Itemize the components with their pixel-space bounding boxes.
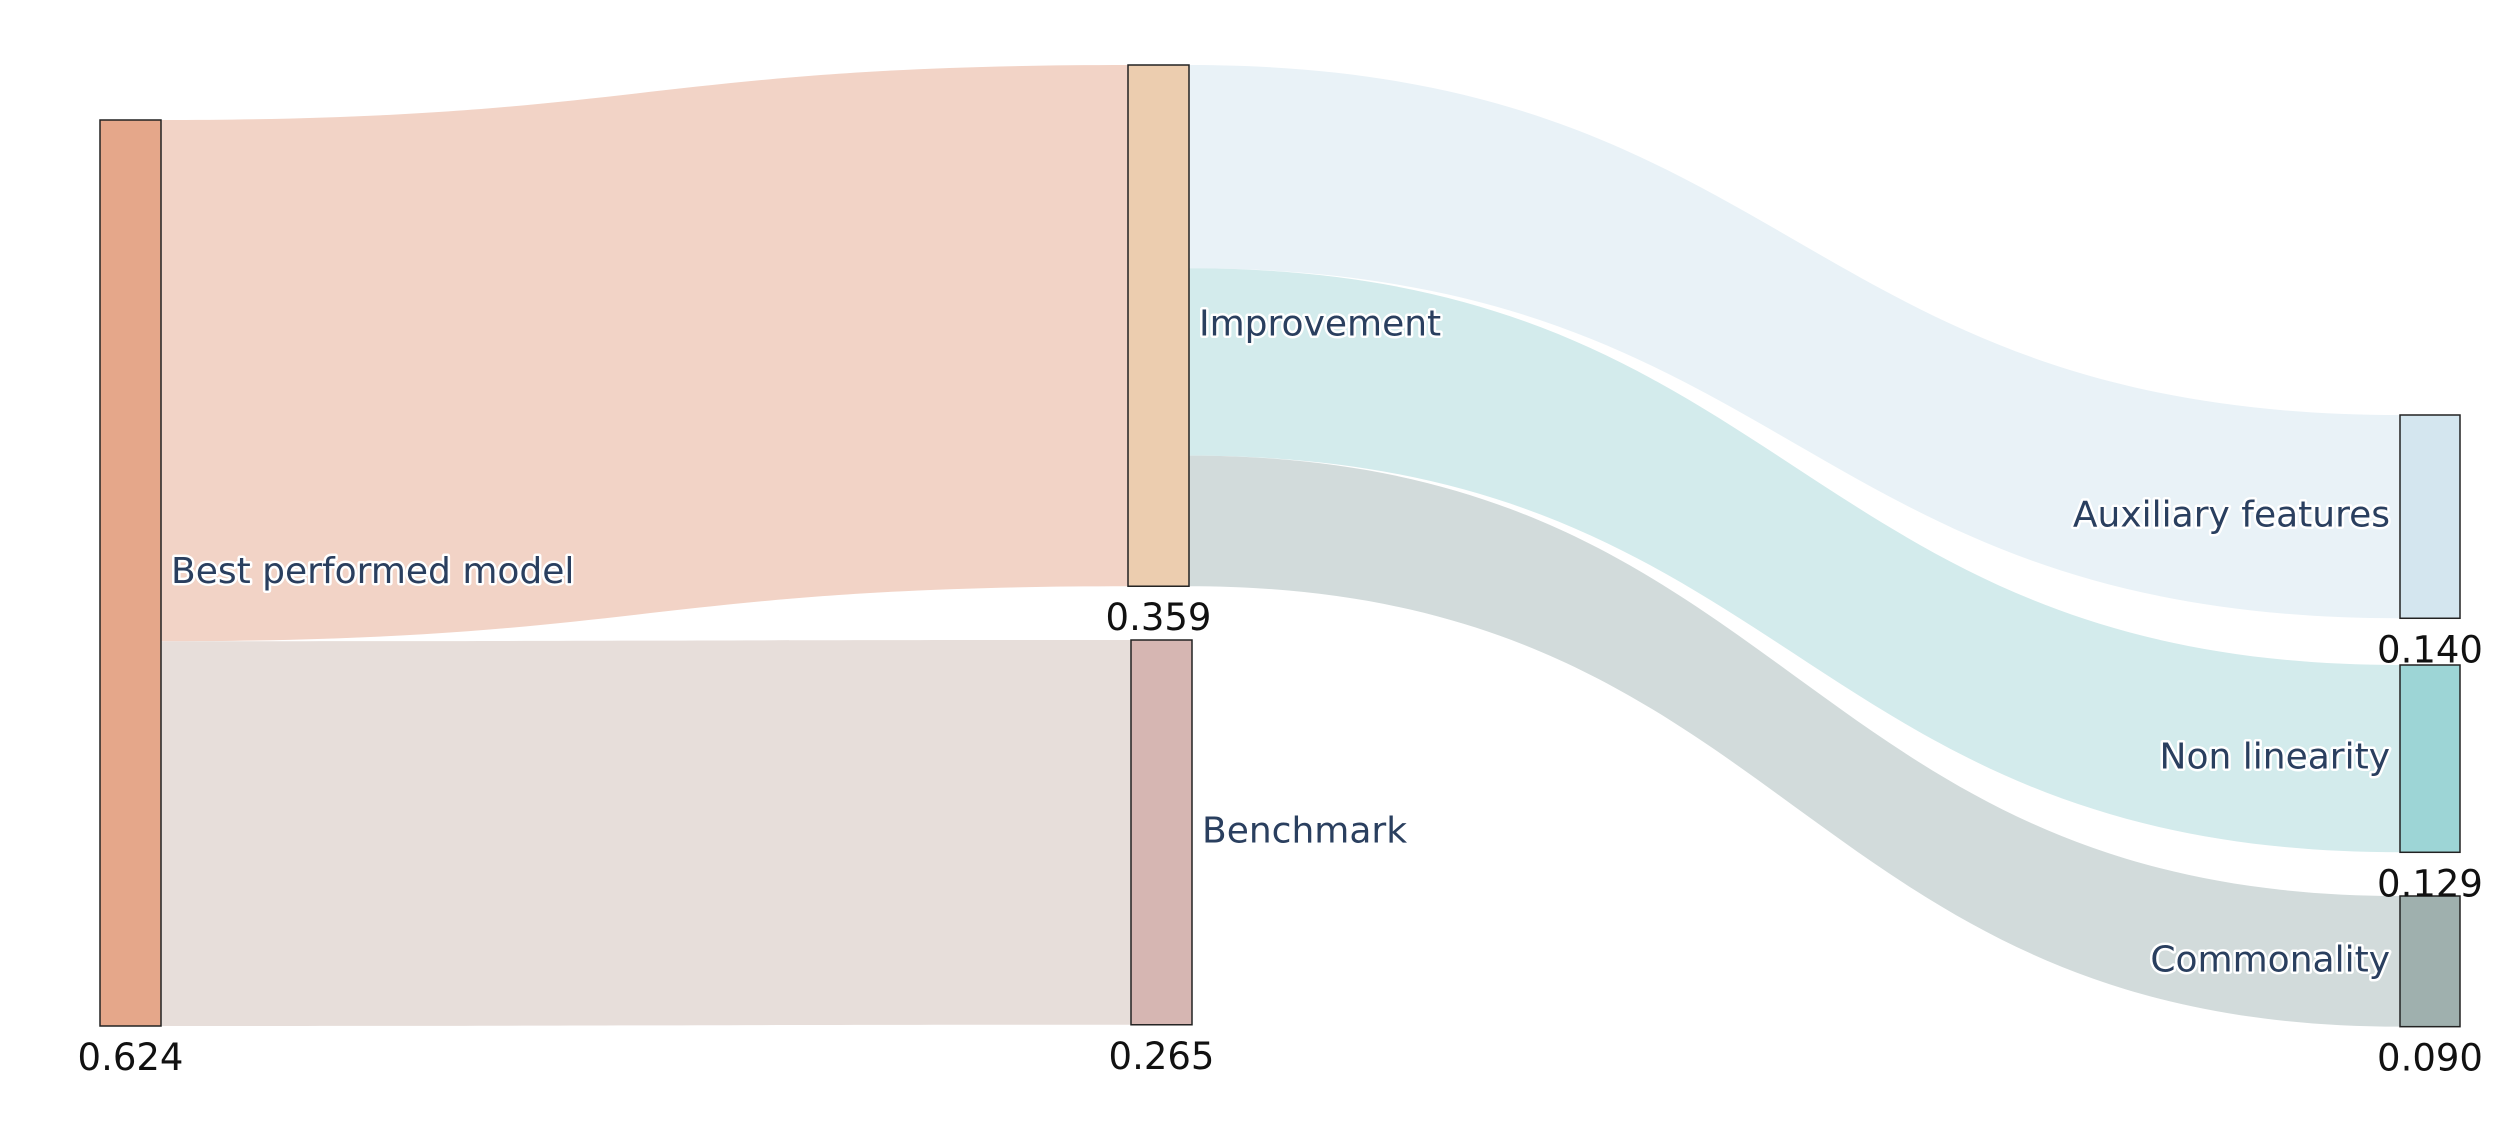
value-label-best: 0.624 (78, 1036, 184, 1079)
node-improvement[interactable] (1127, 64, 1190, 587)
link-improvement-to-nonlin[interactable] (1189, 268, 2400, 853)
link-best-to-improvement[interactable] (161, 65, 1128, 642)
link-improvement-to-aux[interactable] (1189, 65, 2400, 619)
node-label-aux: Auxiliary features (2073, 495, 2390, 536)
node-label-nonlin: Non linearity (2160, 737, 2390, 778)
value-label-benchmark: 0.265 (1109, 1035, 1215, 1078)
labels-layer: Best performed model 0.624 Improvement 0.35… (78, 301, 2483, 1080)
node-common[interactable] (2399, 895, 2461, 1028)
value-label-common: 0.090 (2377, 1037, 2483, 1080)
nodes-layer (99, 64, 2461, 1028)
value-label-improvement: 0.359 (1106, 596, 1212, 639)
value-label-aux: 0.140 (2377, 628, 2483, 671)
node-benchmark[interactable] (1130, 639, 1193, 1026)
link-improvement-to-common[interactable] (1189, 455, 2400, 1027)
node-label-common: Commonality (2150, 939, 2390, 980)
node-nonlin[interactable] (2399, 664, 2461, 854)
link-best-to-benchmark[interactable] (161, 640, 1131, 1026)
node-label-benchmark: Benchmark (1202, 810, 1407, 851)
links-layer (161, 65, 2400, 1027)
node-label-best: Best performed model (171, 551, 574, 592)
value-label-nonlin: 0.129 (2377, 862, 2483, 905)
node-best[interactable] (99, 119, 162, 1027)
node-label-improvement: Improvement (1199, 304, 1441, 345)
node-aux[interactable] (2399, 414, 2461, 620)
